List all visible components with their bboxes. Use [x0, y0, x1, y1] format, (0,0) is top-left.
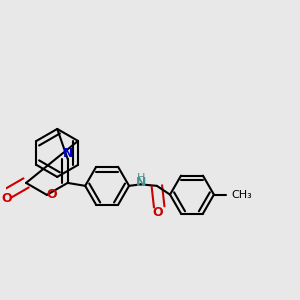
Text: O: O — [152, 206, 163, 219]
Text: O: O — [46, 188, 57, 201]
Text: O: O — [2, 192, 12, 205]
Text: CH₃: CH₃ — [232, 190, 252, 200]
Text: H: H — [136, 173, 145, 183]
Text: N: N — [62, 147, 73, 160]
Text: N: N — [136, 176, 146, 189]
